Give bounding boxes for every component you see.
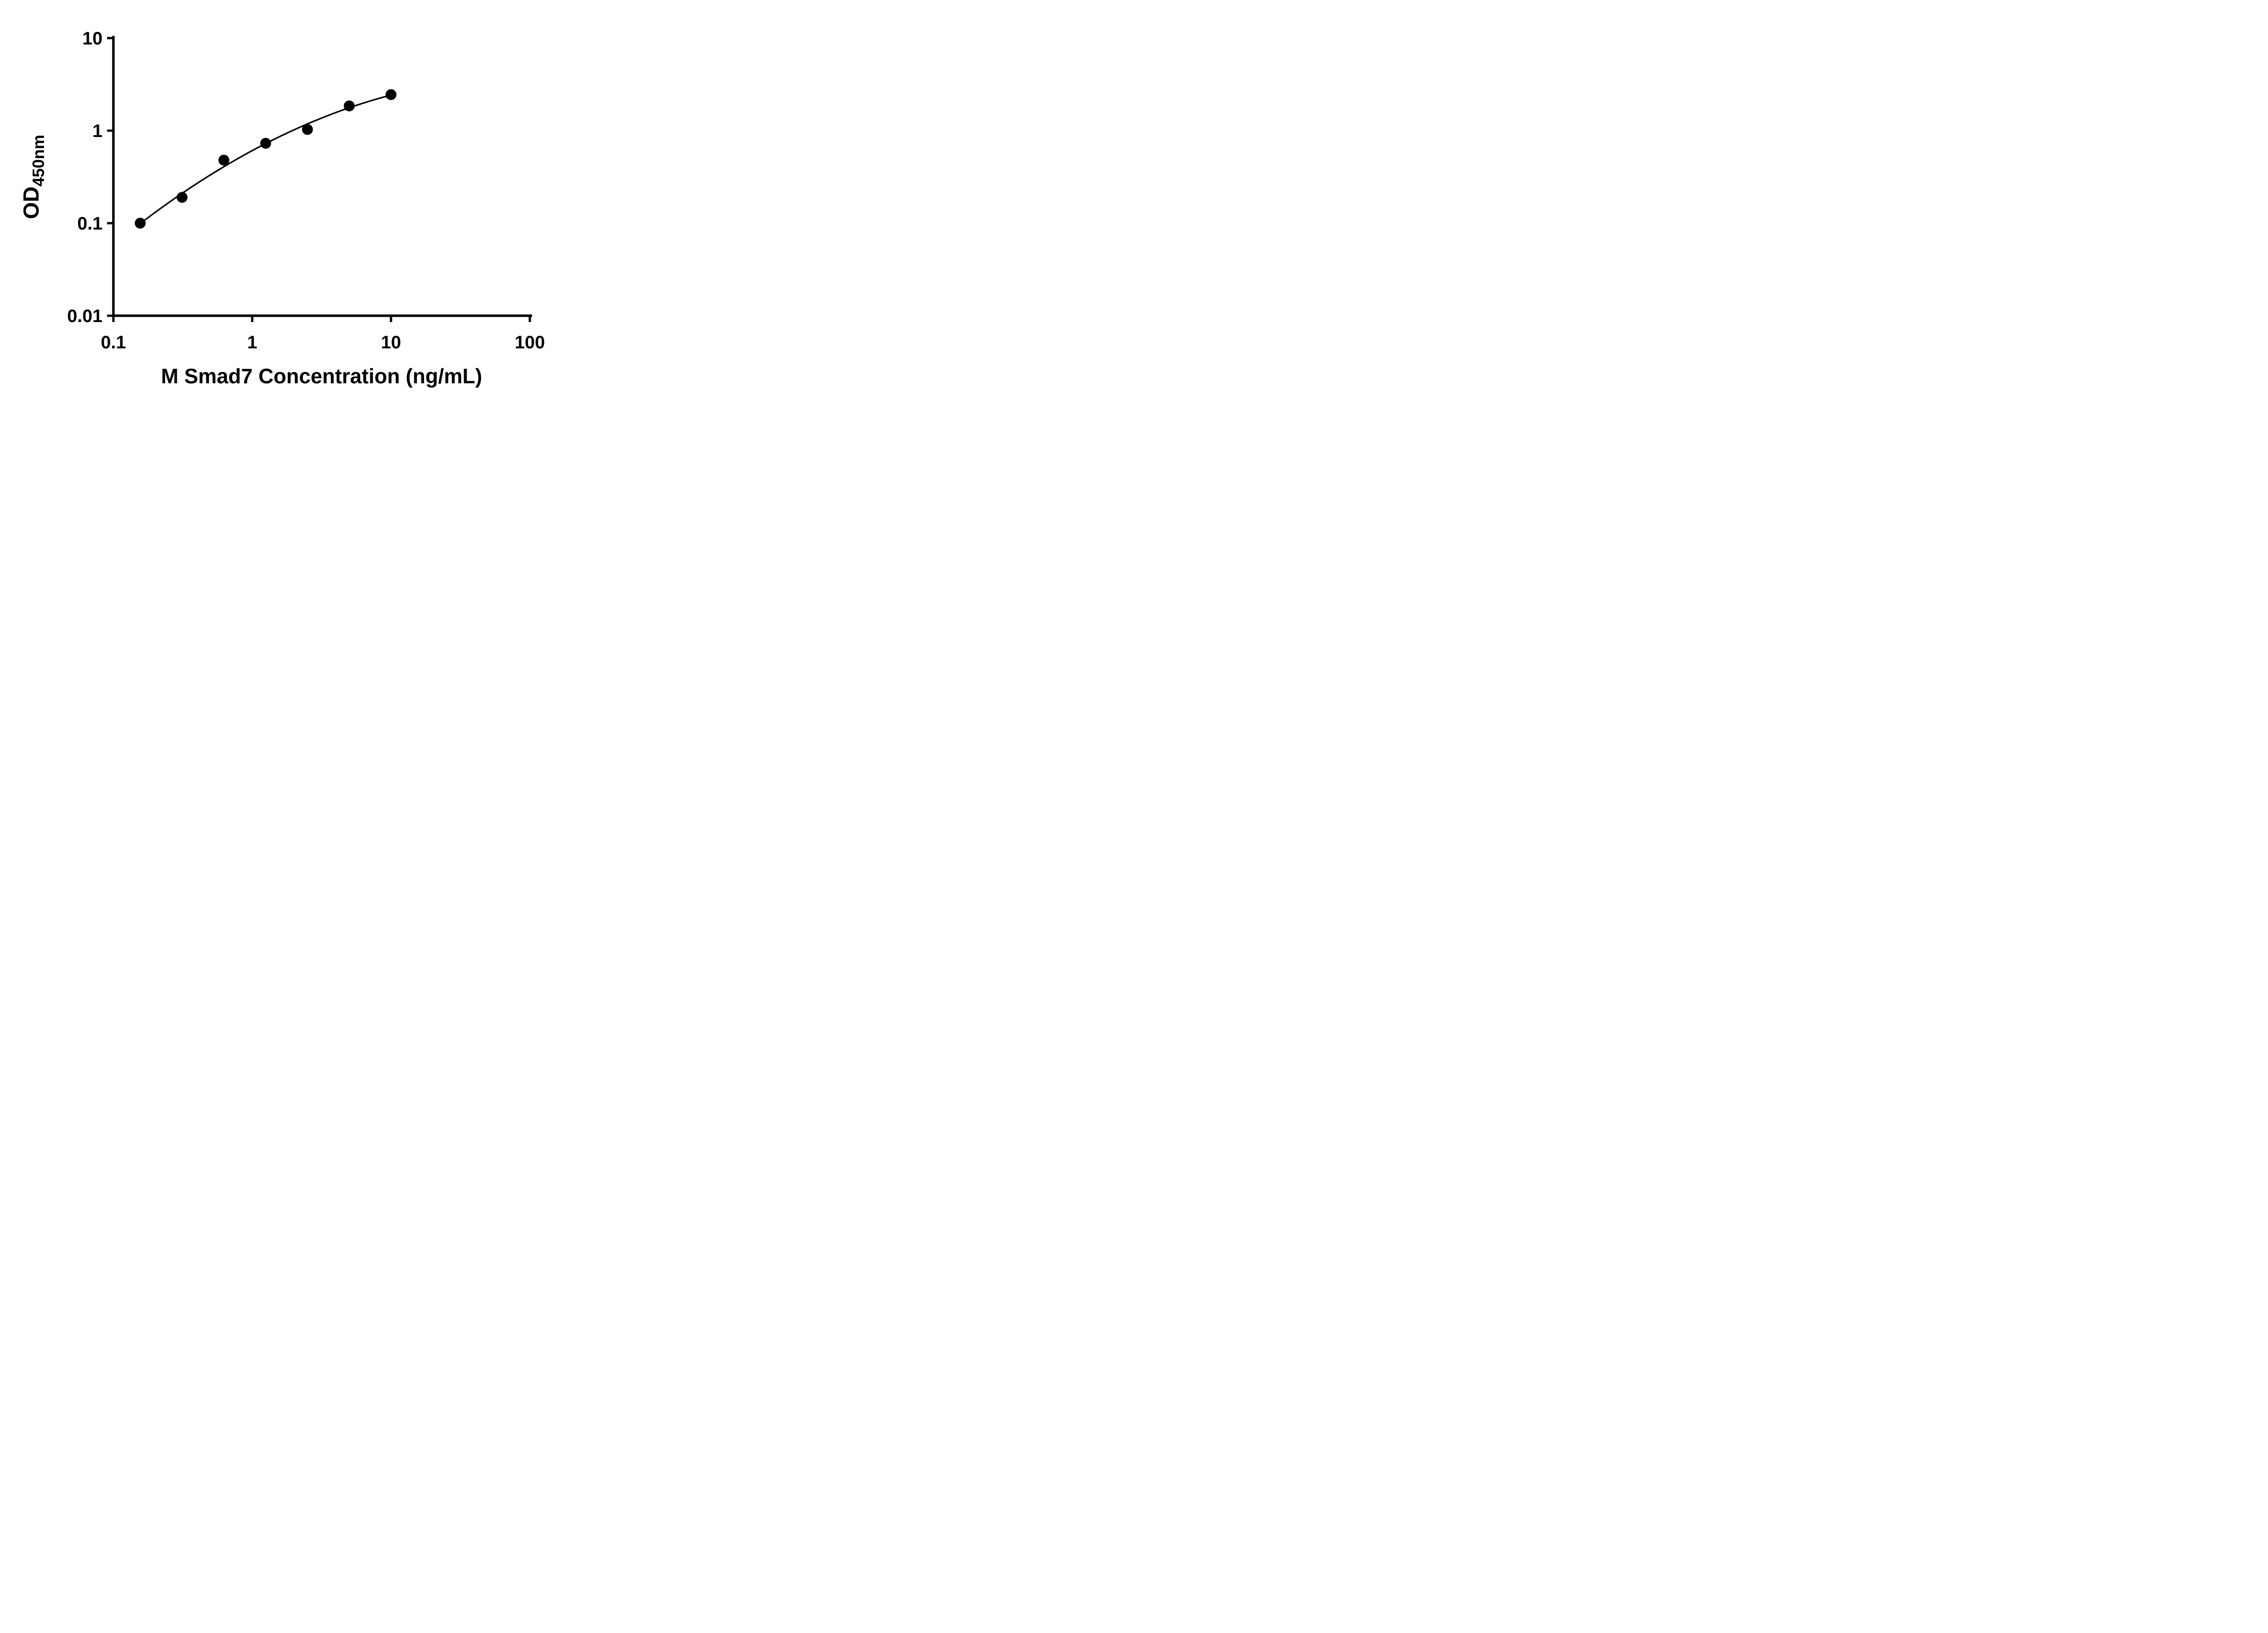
x-axis-title: M Smad7 Concentration (ng/mL) [161, 364, 482, 388]
x-tick-label: 100 [515, 332, 545, 352]
y-tick-label: 0.01 [67, 306, 103, 326]
axes [112, 36, 532, 317]
standard-curve-figure: M Smad7 Concentration (ng/mL) OD450nm 0.… [0, 0, 583, 408]
data-point [302, 124, 313, 135]
data-point [386, 89, 396, 100]
y-axis-title: OD450nm [20, 135, 48, 219]
data-point [218, 155, 230, 166]
y-axis-title-base: OD [20, 186, 44, 219]
data-point [343, 100, 355, 112]
y-tick-label: 10 [83, 29, 103, 49]
x-tick-label: 0.1 [101, 332, 126, 352]
x-tick-label: 10 [381, 332, 401, 352]
y-tick-label: 1 [93, 121, 103, 141]
y-tick-label: 0.1 [77, 214, 103, 234]
x-tick-label: 1 [247, 332, 257, 352]
standard-curve-chart: M Smad7 Concentration (ng/mL) OD450nm 0.… [20, 29, 545, 388]
data-point [176, 192, 188, 203]
y-axis-title-subscript: 450nm [29, 135, 48, 186]
fit-curve [139, 94, 392, 225]
data-point [260, 137, 271, 149]
data-point [135, 218, 146, 229]
